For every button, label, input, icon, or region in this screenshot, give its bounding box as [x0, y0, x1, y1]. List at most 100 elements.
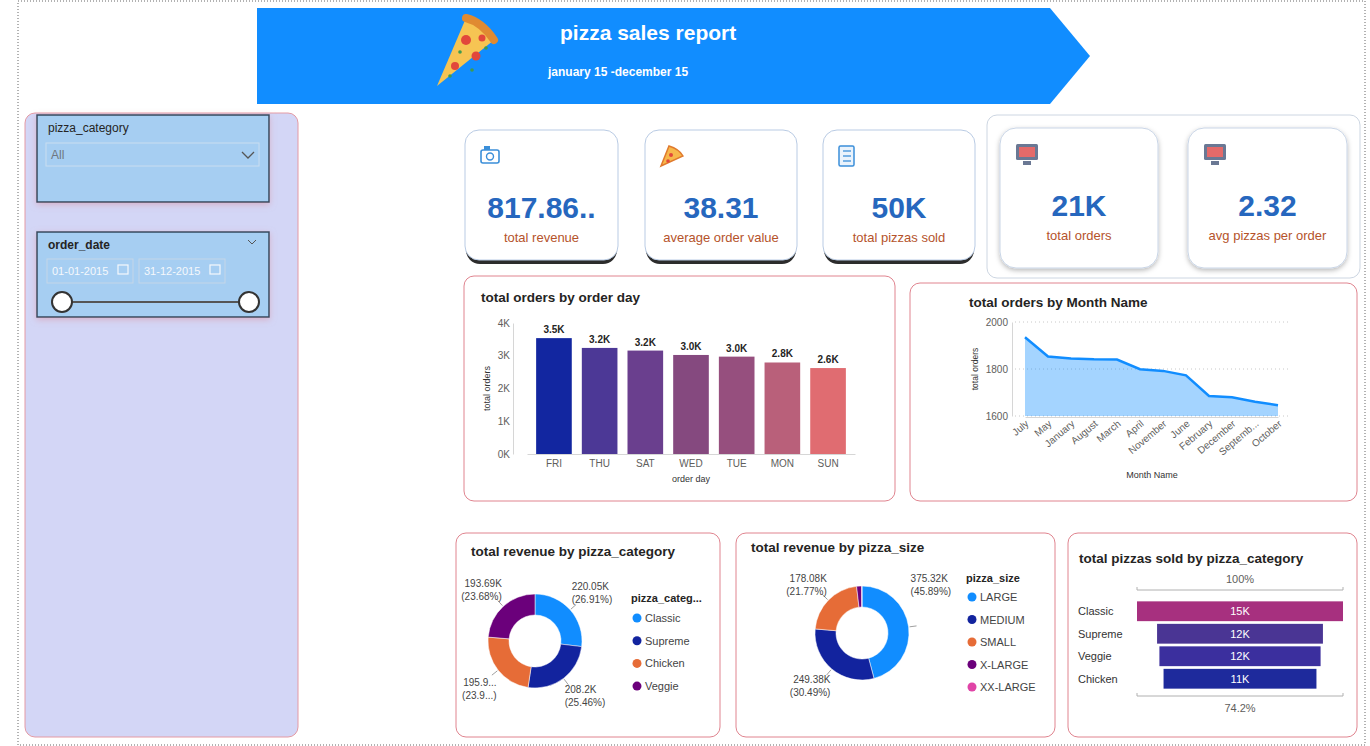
tick: January	[1042, 417, 1076, 449]
legend-entry: MEDIUM	[980, 614, 1025, 626]
tick-label: 1K	[498, 416, 511, 427]
bar	[810, 368, 846, 454]
herb	[484, 46, 488, 50]
tick: July	[1010, 417, 1031, 438]
card-bg	[465, 130, 618, 260]
data-label: 11K	[1231, 673, 1250, 685]
funnel-chart: total pizzas sold by pizza_categoryClass…	[1068, 533, 1357, 737]
date-value[interactable]: 31-12-2015	[144, 265, 200, 277]
chart-title: total orders by order day	[481, 290, 641, 305]
icon-part	[843, 160, 851, 161]
annotation-line	[1137, 693, 1343, 696]
tick-label: 1600	[986, 411, 1009, 422]
tick-label: August	[1069, 418, 1100, 447]
grid-line	[1015, 322, 1290, 323]
dropdown-value[interactable]: All	[51, 148, 64, 162]
slicer[interactable]: order_date 01-01-2015 31-12-2015	[37, 232, 269, 317]
kpi-card: 817.86..total revenue	[465, 130, 618, 264]
slices	[488, 594, 582, 688]
icon-part	[1019, 147, 1035, 157]
data-label: 375.32K	[911, 573, 949, 584]
data-label: 3.0K	[726, 343, 748, 354]
y-axis: 160018002000	[986, 317, 1013, 422]
data-label: 15K	[1230, 605, 1250, 617]
header-banner	[257, 8, 1090, 104]
data-label: 3.2K	[635, 337, 657, 348]
tick: 2K	[498, 383, 513, 394]
chart-frame	[464, 276, 895, 501]
icon-part	[1023, 161, 1031, 165]
legend-swatch	[968, 683, 977, 692]
legend-swatch	[633, 682, 642, 691]
data-label: 208.2K	[565, 684, 597, 695]
slice	[528, 644, 582, 688]
dropdown-chevron[interactable]	[242, 152, 254, 158]
bar	[673, 355, 709, 454]
card-bg	[823, 130, 975, 260]
tick: SUN	[817, 454, 838, 469]
legend-swatch	[968, 593, 977, 602]
area	[1025, 337, 1278, 416]
date-box[interactable]	[47, 259, 133, 283]
kpi-value: 50K	[871, 191, 926, 224]
data-label: 12K	[1230, 628, 1250, 640]
legend-entry: Supreme	[645, 635, 690, 647]
bars	[536, 338, 846, 454]
tick-label: 1800	[986, 364, 1009, 375]
kpi-label: avg pizzas per order	[1209, 228, 1327, 243]
donut-chart: total revenue by pizza_size375.32K(45.89…	[736, 533, 1055, 737]
date-box[interactable]	[139, 259, 225, 283]
data-label: (25.46%)	[565, 697, 606, 708]
chart-frame	[910, 283, 1357, 501]
tick-label: 4K	[498, 318, 511, 329]
data-label: 249.38K	[793, 674, 831, 685]
slicer[interactable]: pizza_categoryAll	[37, 115, 269, 202]
data-label: 12K	[1230, 650, 1250, 662]
legend-entry: Veggie	[645, 680, 679, 692]
kpi-value: 21K	[1051, 189, 1106, 222]
tick: March	[1094, 417, 1122, 444]
icon-part	[666, 159, 670, 163]
kpi-label: total pizzas sold	[853, 230, 946, 245]
slicer-chevron[interactable]	[248, 240, 256, 244]
calendar-icon[interactable]	[210, 265, 220, 274]
icon-part	[1016, 144, 1038, 160]
header-subtitle: january 15 -december 15	[547, 65, 688, 79]
slicer-title: order_date	[48, 238, 110, 252]
funnel-bar	[1159, 646, 1320, 666]
tick: November	[1126, 417, 1169, 456]
legend-title: pizza_categ...	[631, 592, 702, 604]
axis-line	[528, 454, 856, 455]
icon-part	[484, 146, 490, 150]
pizza-icon	[437, 18, 494, 86]
kpi-label: total orders	[1046, 228, 1112, 243]
dropdown[interactable]	[46, 143, 259, 166]
category-label: Supreme	[1078, 628, 1123, 640]
kpi-card: 21K total orders	[1000, 128, 1158, 268]
slider-handle[interactable]	[52, 292, 72, 312]
tick-label: WED	[679, 458, 702, 469]
tick: THU	[589, 454, 610, 469]
slider-handle[interactable]	[239, 292, 259, 312]
icon-part	[839, 146, 854, 166]
slider-track[interactable]	[62, 301, 249, 303]
chart-title: total revenue by pizza_size	[751, 540, 925, 555]
legend-entry: Chicken	[645, 657, 685, 669]
tick-label: MON	[771, 458, 794, 469]
icon-part	[843, 150, 851, 151]
chart-title: total revenue by pizza_category	[471, 544, 676, 559]
bar	[719, 357, 755, 454]
page-frame	[18, 1, 1365, 745]
bar	[536, 338, 572, 454]
tick: August	[1069, 417, 1100, 446]
tick: 3K	[498, 350, 513, 361]
data-label: 178.08K	[790, 573, 828, 584]
bar	[582, 348, 618, 454]
y-axis: 0K1K2K3K4K	[498, 318, 514, 460]
calendar-icon[interactable]	[118, 265, 128, 274]
data-label: 3.0K	[680, 341, 702, 352]
date-value[interactable]: 01-01-2015	[52, 265, 108, 277]
annotation: 100%	[1226, 573, 1254, 585]
line	[1025, 337, 1278, 405]
slice	[815, 629, 874, 680]
